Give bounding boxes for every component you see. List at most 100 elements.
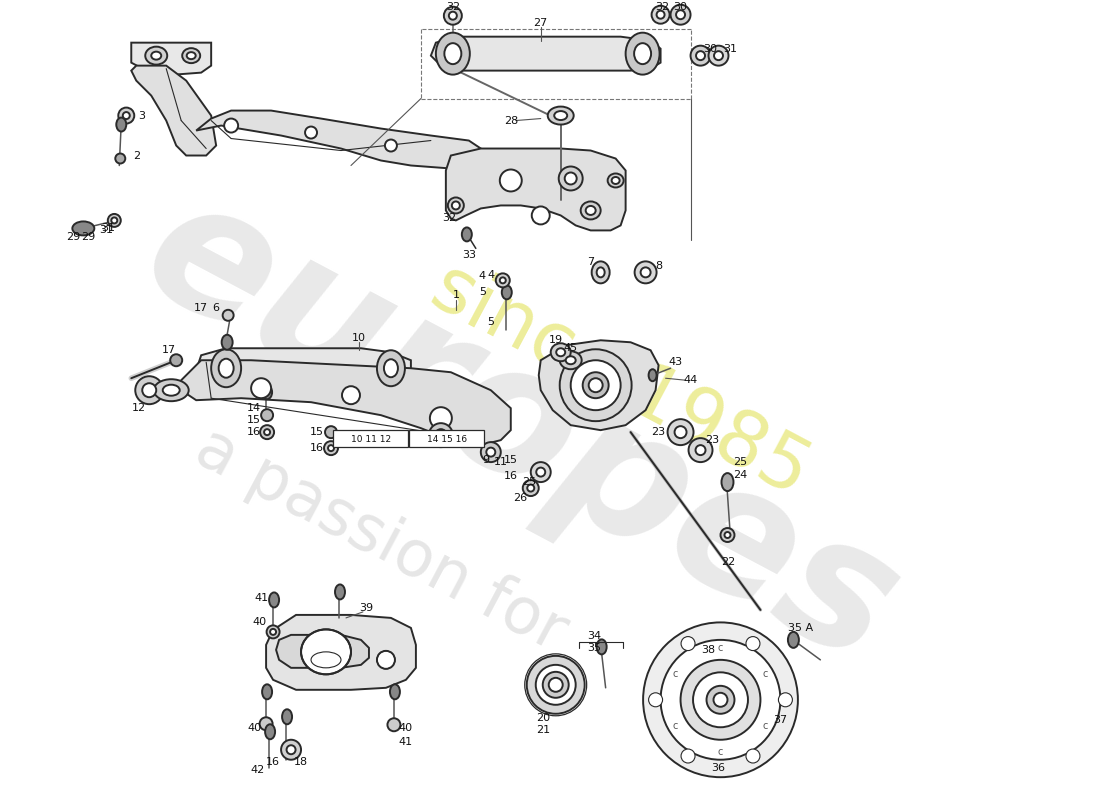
- Ellipse shape: [324, 441, 338, 455]
- Text: 15: 15: [504, 455, 518, 465]
- Ellipse shape: [135, 376, 163, 404]
- Text: 25: 25: [734, 457, 748, 467]
- Ellipse shape: [668, 419, 693, 445]
- Ellipse shape: [571, 360, 620, 410]
- Ellipse shape: [389, 684, 400, 699]
- Ellipse shape: [73, 222, 95, 235]
- Text: 31: 31: [101, 223, 116, 234]
- Text: 16: 16: [310, 443, 324, 453]
- Text: 36: 36: [712, 762, 726, 773]
- Text: 34: 34: [587, 631, 602, 641]
- Ellipse shape: [551, 343, 571, 362]
- Ellipse shape: [311, 652, 341, 668]
- Ellipse shape: [449, 12, 456, 20]
- Text: 26: 26: [513, 493, 527, 503]
- Polygon shape: [131, 42, 211, 76]
- Ellipse shape: [260, 425, 274, 439]
- Ellipse shape: [696, 51, 705, 60]
- Polygon shape: [196, 348, 411, 388]
- Text: 29: 29: [66, 233, 80, 242]
- Ellipse shape: [429, 423, 453, 447]
- Ellipse shape: [585, 206, 596, 215]
- Text: 14: 14: [248, 403, 261, 413]
- Ellipse shape: [430, 407, 452, 429]
- Text: since 1985: since 1985: [419, 250, 822, 510]
- Text: 30: 30: [673, 2, 688, 12]
- Text: 35 A: 35 A: [788, 623, 813, 633]
- Ellipse shape: [486, 448, 495, 457]
- Ellipse shape: [725, 532, 730, 538]
- Ellipse shape: [301, 630, 351, 674]
- Polygon shape: [196, 110, 481, 169]
- Ellipse shape: [499, 170, 521, 191]
- Text: 40: 40: [248, 722, 261, 733]
- Text: 44: 44: [683, 375, 697, 386]
- Ellipse shape: [720, 528, 735, 542]
- Ellipse shape: [596, 639, 606, 654]
- Ellipse shape: [496, 274, 509, 287]
- Text: 17: 17: [162, 346, 176, 355]
- Ellipse shape: [565, 356, 575, 364]
- Ellipse shape: [706, 686, 735, 714]
- Text: 4: 4: [487, 270, 494, 280]
- Ellipse shape: [714, 51, 723, 60]
- Ellipse shape: [588, 378, 603, 392]
- Ellipse shape: [542, 672, 569, 698]
- Text: 45: 45: [563, 343, 578, 354]
- Ellipse shape: [612, 177, 619, 184]
- Text: 41: 41: [254, 593, 268, 603]
- Ellipse shape: [264, 429, 271, 435]
- Ellipse shape: [151, 52, 162, 60]
- Ellipse shape: [549, 678, 563, 692]
- Text: 1: 1: [452, 290, 460, 300]
- Text: 3: 3: [138, 110, 145, 121]
- Text: 23: 23: [651, 427, 666, 437]
- Ellipse shape: [384, 359, 398, 378]
- Ellipse shape: [123, 112, 130, 119]
- Text: 29: 29: [81, 233, 96, 242]
- Ellipse shape: [387, 718, 400, 731]
- Ellipse shape: [262, 386, 272, 399]
- Text: europes: europes: [117, 159, 925, 701]
- Ellipse shape: [635, 262, 657, 283]
- Ellipse shape: [377, 651, 395, 669]
- Ellipse shape: [557, 348, 565, 356]
- Ellipse shape: [548, 106, 574, 125]
- Text: 37: 37: [773, 714, 788, 725]
- Ellipse shape: [560, 350, 631, 421]
- Ellipse shape: [142, 383, 156, 397]
- Ellipse shape: [282, 710, 293, 724]
- Text: c: c: [673, 721, 679, 730]
- Ellipse shape: [592, 262, 609, 283]
- Ellipse shape: [626, 33, 660, 74]
- Ellipse shape: [788, 632, 799, 648]
- Ellipse shape: [282, 740, 301, 760]
- Text: 27: 27: [534, 18, 548, 28]
- Ellipse shape: [559, 166, 583, 190]
- Ellipse shape: [324, 426, 337, 438]
- Ellipse shape: [651, 6, 670, 24]
- Text: 20: 20: [536, 713, 550, 722]
- Text: 32: 32: [656, 2, 670, 12]
- Ellipse shape: [261, 409, 273, 421]
- Ellipse shape: [183, 48, 200, 63]
- Ellipse shape: [527, 656, 585, 714]
- Ellipse shape: [336, 585, 345, 599]
- Ellipse shape: [691, 46, 711, 66]
- Ellipse shape: [746, 749, 760, 763]
- Ellipse shape: [634, 43, 651, 64]
- Text: 31: 31: [99, 226, 113, 235]
- Ellipse shape: [689, 438, 713, 462]
- Ellipse shape: [452, 202, 460, 210]
- Ellipse shape: [536, 665, 575, 705]
- Polygon shape: [266, 615, 416, 690]
- Bar: [409, 430, 484, 447]
- Ellipse shape: [674, 426, 686, 438]
- Ellipse shape: [444, 6, 462, 25]
- Ellipse shape: [583, 372, 608, 398]
- Ellipse shape: [714, 693, 727, 706]
- Text: 21: 21: [536, 725, 550, 734]
- Text: 41: 41: [399, 737, 412, 746]
- Text: 28: 28: [504, 115, 518, 126]
- Ellipse shape: [444, 43, 461, 64]
